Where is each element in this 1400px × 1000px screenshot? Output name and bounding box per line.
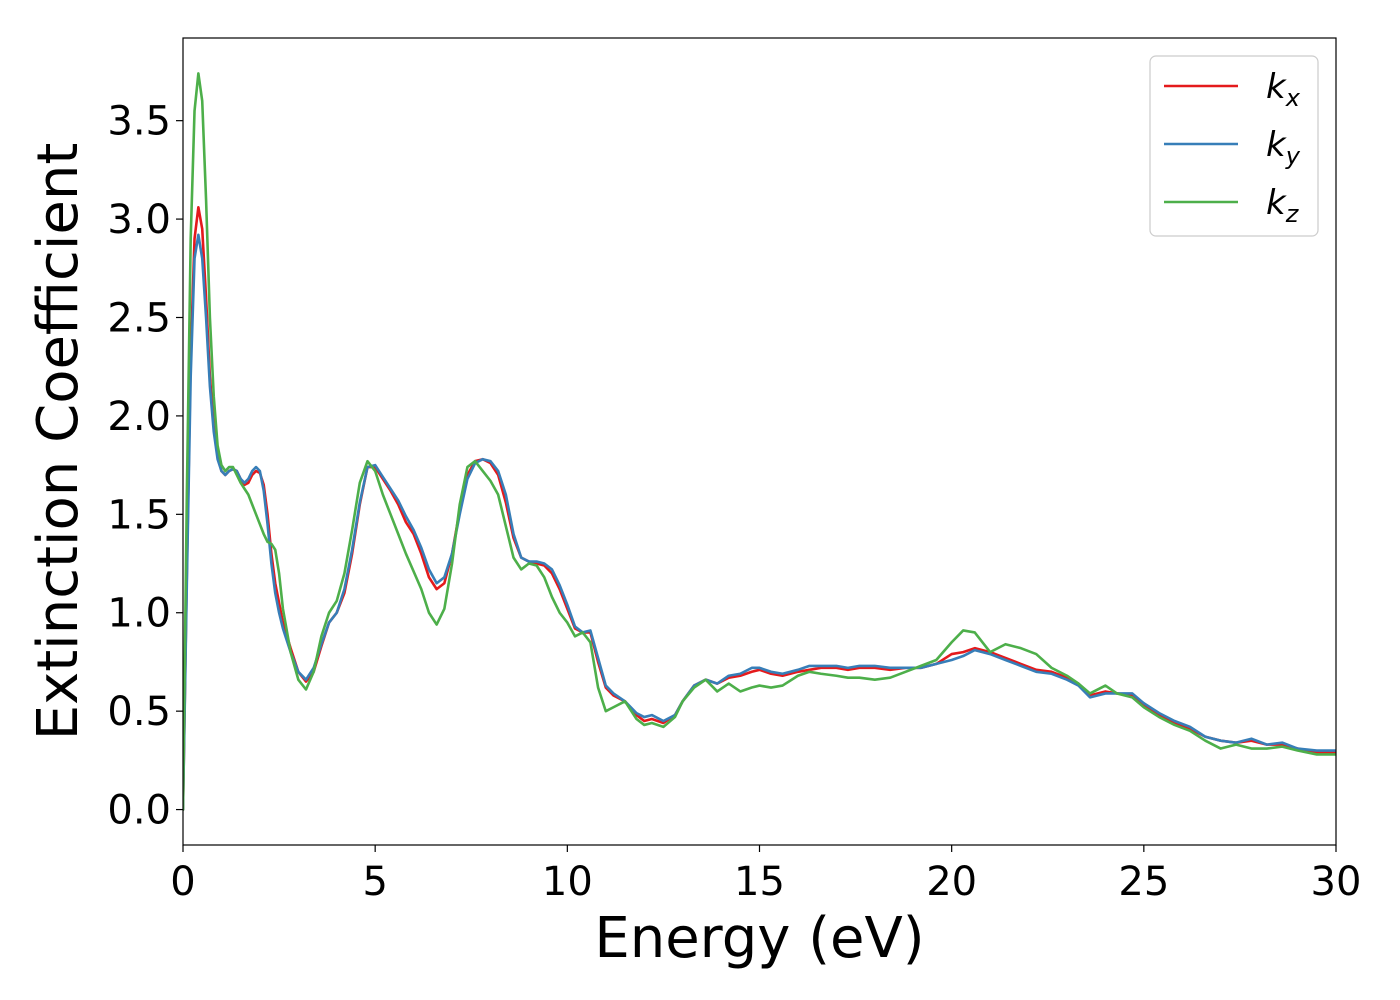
- x-tick-label: 0: [170, 859, 195, 905]
- legend-box: [1149, 55, 1319, 237]
- series-line-ky: [183, 233, 1336, 811]
- series-layer: [183, 72, 1336, 811]
- legend-label-ky: ky: [1266, 125, 1301, 170]
- y-tick-label: 2.0: [107, 394, 171, 440]
- x-tick-label: 5: [362, 859, 387, 905]
- x-tick-label: 10: [542, 859, 593, 905]
- y-tick-label: 0.5: [107, 689, 171, 735]
- x-tick-label: 20: [926, 859, 977, 905]
- x-axis-title: Energy (eV): [594, 906, 924, 971]
- legend-label-kx: kx: [1266, 67, 1301, 112]
- y-tick-label: 2.5: [107, 295, 171, 341]
- y-tick-label: 0.0: [107, 788, 171, 834]
- legend: kx ky kz: [1149, 55, 1319, 237]
- y-tick-label: 1.0: [107, 591, 171, 637]
- y-axis-title: Extinction Coefficient: [26, 143, 91, 741]
- legend-label-kz: kz: [1266, 183, 1300, 228]
- series-line-kz: [183, 72, 1336, 811]
- y-tick-label: 1.5: [107, 492, 171, 538]
- legend-entries: kx ky kz: [1164, 67, 1301, 228]
- x-tick-label: 30: [1311, 859, 1362, 905]
- ticks-layer: 0 5 10 15 20 25 30 0.0 0.5 1.0 1.5 2.0 2.5 3.0 3.5: [107, 99, 1361, 905]
- x-tick-label: 15: [734, 859, 785, 905]
- x-tick-label: 25: [1118, 859, 1169, 905]
- y-tick-label: 3.0: [107, 197, 171, 243]
- y-tick-label: 3.5: [107, 99, 171, 145]
